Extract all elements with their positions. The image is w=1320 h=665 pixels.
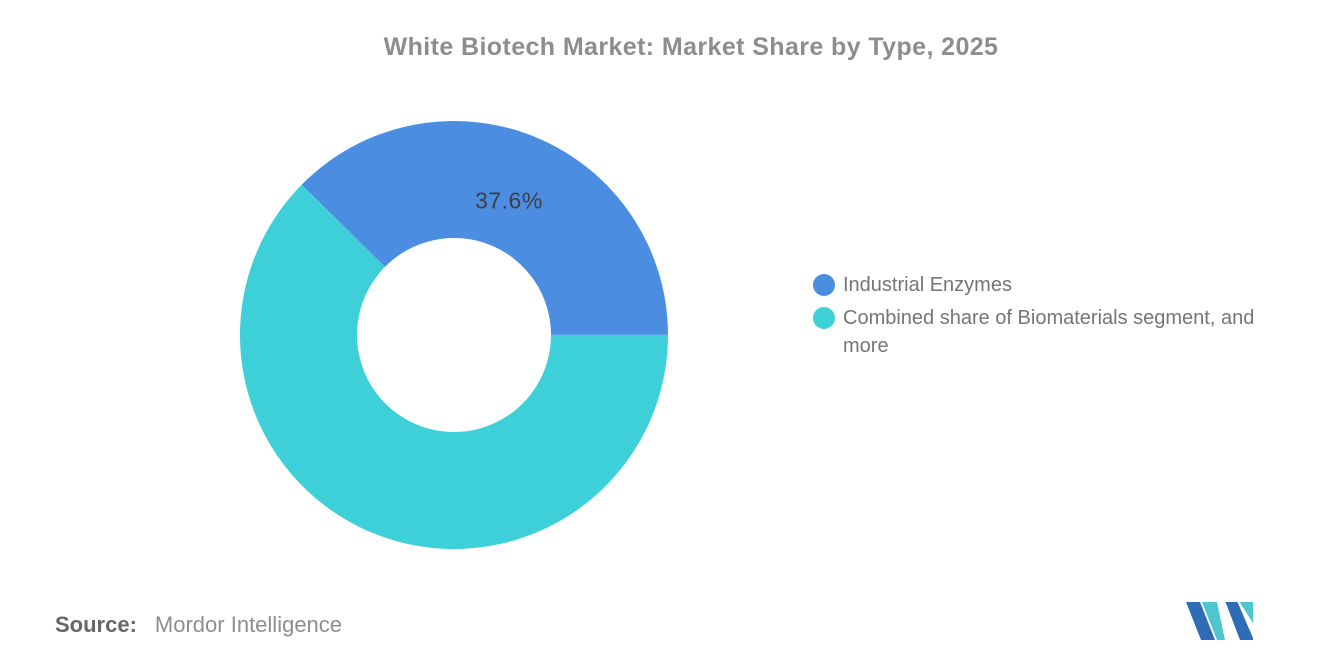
source-attribution: Source: Mordor Intelligence bbox=[55, 612, 342, 638]
logo-stroke-3 bbox=[1225, 602, 1253, 640]
chart-title: White Biotech Market: Market Share by Ty… bbox=[383, 33, 999, 61]
legend: Industrial Enzymes Combined share of Bio… bbox=[813, 271, 1263, 360]
legend-dot-icon bbox=[813, 274, 835, 296]
legend-item-industrial-enzymes[interactable]: Industrial Enzymes bbox=[813, 271, 1263, 299]
donut-chart: 37.6% bbox=[240, 121, 668, 549]
legend-dot-icon bbox=[813, 307, 835, 329]
legend-item-biomaterials-and-more[interactable]: Combined share of Biomaterials segment, … bbox=[813, 304, 1263, 360]
pie-slice-industrial-enzymes[interactable] bbox=[301, 121, 668, 335]
legend-label: Industrial Enzymes bbox=[843, 274, 1012, 296]
donut-svg bbox=[240, 121, 668, 549]
logo-stroke-1 bbox=[1186, 602, 1215, 640]
logo-stroke-4 bbox=[1239, 602, 1253, 623]
pie-slice-combined-share-of-biomaterials-segment-and-more[interactable] bbox=[240, 184, 668, 549]
legend-label: Combined share of Biomaterials segment, … bbox=[843, 307, 1255, 357]
source-prefix: Source: bbox=[55, 612, 137, 637]
source-text: Mordor Intelligence bbox=[154, 612, 343, 637]
mordor-intelligence-logo-icon bbox=[1186, 602, 1253, 640]
slice-data-label: 37.6% bbox=[475, 187, 543, 214]
logo-stroke-2 bbox=[1202, 602, 1225, 640]
